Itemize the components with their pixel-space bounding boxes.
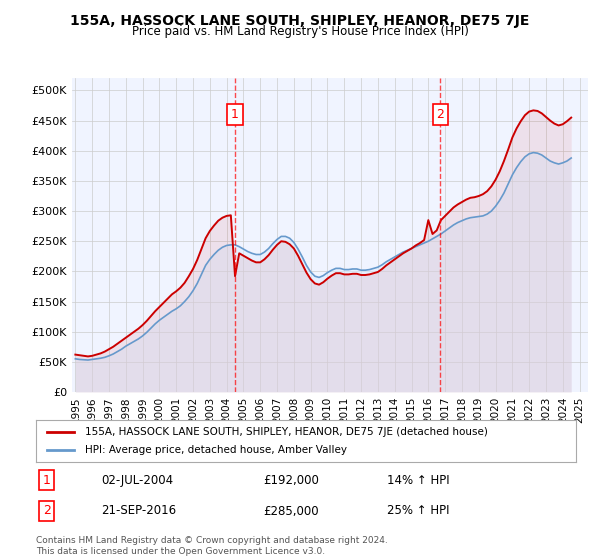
Text: 25% ↑ HPI: 25% ↑ HPI	[387, 505, 449, 517]
Text: 14% ↑ HPI: 14% ↑ HPI	[387, 474, 449, 487]
Text: 1: 1	[231, 108, 239, 121]
Text: 02-JUL-2004: 02-JUL-2004	[101, 474, 173, 487]
Text: 2: 2	[43, 505, 51, 517]
Text: HPI: Average price, detached house, Amber Valley: HPI: Average price, detached house, Ambe…	[85, 445, 347, 455]
Text: 1: 1	[43, 474, 51, 487]
Text: 155A, HASSOCK LANE SOUTH, SHIPLEY, HEANOR, DE75 7JE: 155A, HASSOCK LANE SOUTH, SHIPLEY, HEANO…	[70, 14, 530, 28]
Text: £192,000: £192,000	[263, 474, 319, 487]
Text: 2: 2	[436, 108, 445, 121]
Text: 155A, HASSOCK LANE SOUTH, SHIPLEY, HEANOR, DE75 7JE (detached house): 155A, HASSOCK LANE SOUTH, SHIPLEY, HEANO…	[85, 427, 487, 437]
Text: 21-SEP-2016: 21-SEP-2016	[101, 505, 176, 517]
Text: £285,000: £285,000	[263, 505, 319, 517]
Text: Price paid vs. HM Land Registry's House Price Index (HPI): Price paid vs. HM Land Registry's House …	[131, 25, 469, 38]
Text: Contains HM Land Registry data © Crown copyright and database right 2024.
This d: Contains HM Land Registry data © Crown c…	[36, 536, 388, 556]
